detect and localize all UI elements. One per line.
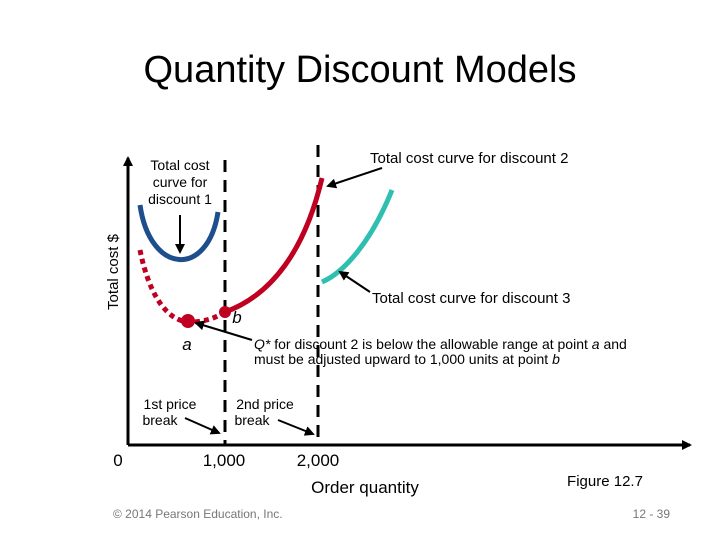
note-text: Q* [254,336,271,352]
break2-label: 2nd price break [234,396,294,428]
arrow [277,419,315,436]
slide-title: Quantity Discount Models [144,49,577,91]
x-tick-label: 0 [113,451,122,470]
arrow [184,417,221,435]
point-a [181,314,195,328]
point-a-label: a [182,335,191,354]
note-line: Q* for discount 2 is below the allowable… [254,336,627,352]
arrow [326,167,383,189]
copyright: © 2014 Pearson Education, Inc. [113,507,283,521]
note-text: b [552,351,560,367]
label-line: 2nd price [236,396,294,412]
x-axis-label: Order quantity [311,478,419,497]
figure-label: Figure 12.7 [567,473,643,490]
discount2-curve [224,177,325,315]
label-line: Total cost [150,157,209,173]
discount1-label: Total cost curve for discount 1 [148,157,212,207]
note-text: and [600,336,627,352]
x-tick-label: 1,000 [203,451,246,470]
note-text: for discount 2 is below the allowable ra… [270,336,591,352]
break1-label: 1st price break [142,396,196,428]
discount3-label: Total cost curve for discount 3 [372,290,570,307]
y-axis-label: Total cost $ [105,233,122,310]
point-b [219,306,231,318]
label-line: break [234,412,270,428]
label-line: discount 1 [148,191,212,207]
discount1-curve [137,204,221,262]
note-text: must be adjusted upward to 1,000 units a… [254,351,552,367]
arrow [194,320,253,341]
arrow [338,270,371,293]
discount3-curve [320,189,395,285]
page-number: 12 - 39 [633,507,671,521]
point-b-label: b [232,308,241,327]
note-text: a [592,336,600,352]
x-tick-label: 2,000 [297,451,340,470]
note-line: must be adjusted upward to 1,000 units a… [254,351,560,367]
label-line: curve for [153,174,208,190]
label-line: break [142,412,178,428]
label-line: 1st price [144,396,197,412]
discount2-label: Total cost curve for discount 2 [370,150,568,167]
